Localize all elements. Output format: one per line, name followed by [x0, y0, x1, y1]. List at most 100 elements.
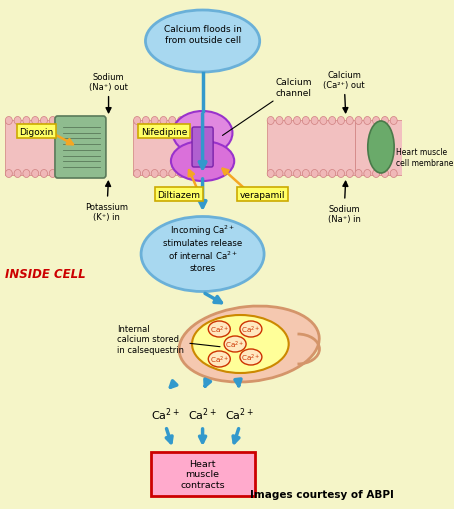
Circle shape: [381, 170, 389, 178]
Circle shape: [67, 117, 74, 125]
FancyBboxPatch shape: [133, 120, 189, 175]
Circle shape: [267, 170, 274, 178]
Text: Ca$^{2+}$: Ca$^{2+}$: [225, 338, 245, 350]
Circle shape: [390, 170, 397, 178]
FancyBboxPatch shape: [192, 128, 213, 167]
Ellipse shape: [141, 217, 264, 292]
Circle shape: [178, 117, 185, 125]
Circle shape: [276, 170, 283, 178]
Ellipse shape: [368, 122, 394, 174]
Text: Nifedipine: Nifedipine: [141, 127, 187, 136]
Ellipse shape: [224, 336, 246, 352]
FancyBboxPatch shape: [355, 120, 402, 175]
Circle shape: [133, 170, 141, 178]
Circle shape: [143, 170, 149, 178]
Ellipse shape: [240, 321, 262, 337]
Circle shape: [320, 117, 327, 125]
Circle shape: [32, 117, 39, 125]
Circle shape: [160, 117, 167, 125]
Ellipse shape: [240, 349, 262, 365]
Circle shape: [40, 117, 48, 125]
Text: Ca$^{2+}$: Ca$^{2+}$: [151, 406, 180, 422]
Text: Diltiazem: Diltiazem: [158, 190, 200, 199]
Circle shape: [346, 170, 353, 178]
Circle shape: [355, 170, 362, 178]
Text: Heart muscle
cell membrane: Heart muscle cell membrane: [396, 148, 453, 167]
Text: Heart
muscle
contracts: Heart muscle contracts: [180, 459, 225, 489]
Text: Calcium
channel: Calcium channel: [222, 78, 312, 136]
Circle shape: [160, 170, 167, 178]
Ellipse shape: [145, 11, 260, 73]
FancyBboxPatch shape: [151, 452, 255, 496]
Circle shape: [285, 117, 292, 125]
Circle shape: [169, 170, 176, 178]
Circle shape: [381, 117, 389, 125]
Ellipse shape: [173, 112, 232, 156]
Ellipse shape: [208, 321, 230, 337]
Ellipse shape: [179, 306, 319, 382]
Text: Digoxin: Digoxin: [20, 127, 54, 136]
Circle shape: [58, 170, 65, 178]
FancyBboxPatch shape: [55, 117, 106, 179]
Text: Potassium
(K⁺) in: Potassium (K⁺) in: [85, 182, 128, 221]
Circle shape: [390, 117, 397, 125]
Circle shape: [294, 117, 301, 125]
Circle shape: [346, 117, 353, 125]
Circle shape: [5, 117, 12, 125]
Circle shape: [58, 117, 65, 125]
Circle shape: [23, 170, 30, 178]
Circle shape: [373, 170, 380, 178]
Text: Calcium
(Ca²⁺) out: Calcium (Ca²⁺) out: [323, 70, 365, 114]
Text: Internal
calcium stored
in calsequestrin: Internal calcium stored in calsequestrin: [117, 324, 220, 354]
Circle shape: [5, 170, 12, 178]
Circle shape: [311, 170, 318, 178]
Circle shape: [337, 117, 345, 125]
Circle shape: [143, 117, 149, 125]
Circle shape: [151, 170, 158, 178]
Text: verapamil: verapamil: [240, 190, 285, 199]
Text: Sodium
(Na⁺) out: Sodium (Na⁺) out: [89, 72, 128, 114]
Text: Ca$^{2+}$: Ca$^{2+}$: [188, 406, 217, 422]
Circle shape: [169, 117, 176, 125]
Circle shape: [14, 170, 21, 178]
Circle shape: [320, 170, 327, 178]
Text: Sodium
(Na⁺) in: Sodium (Na⁺) in: [328, 182, 360, 223]
Circle shape: [276, 117, 283, 125]
Circle shape: [302, 170, 309, 178]
Text: Ca$^{2+}$: Ca$^{2+}$: [241, 352, 261, 363]
Circle shape: [364, 170, 371, 178]
Circle shape: [364, 117, 371, 125]
FancyBboxPatch shape: [267, 120, 355, 175]
Circle shape: [67, 170, 74, 178]
Circle shape: [49, 170, 56, 178]
Circle shape: [14, 117, 21, 125]
Circle shape: [373, 117, 380, 125]
Text: Ca$^{2+}$: Ca$^{2+}$: [210, 324, 229, 335]
Ellipse shape: [171, 142, 234, 182]
Circle shape: [355, 117, 362, 125]
Circle shape: [40, 170, 48, 178]
Circle shape: [294, 170, 301, 178]
Text: INSIDE CELL: INSIDE CELL: [5, 268, 86, 281]
Circle shape: [302, 117, 309, 125]
Circle shape: [32, 170, 39, 178]
Circle shape: [151, 117, 158, 125]
Circle shape: [329, 117, 336, 125]
Text: Ca$^{2+}$: Ca$^{2+}$: [210, 354, 229, 365]
Circle shape: [337, 170, 345, 178]
Circle shape: [285, 170, 292, 178]
Text: Ca$^{2+}$: Ca$^{2+}$: [225, 406, 254, 422]
Circle shape: [329, 170, 336, 178]
Text: Incoming Ca$^{2+}$
stimulates release
of internal Ca$^{2+}$
stores: Incoming Ca$^{2+}$ stimulates release of…: [163, 223, 242, 272]
Circle shape: [133, 117, 141, 125]
Text: Ca$^{2+}$: Ca$^{2+}$: [241, 324, 261, 335]
FancyBboxPatch shape: [5, 120, 75, 175]
Circle shape: [23, 117, 30, 125]
Ellipse shape: [208, 351, 230, 367]
Text: Images courtesy of ABPI: Images courtesy of ABPI: [250, 489, 394, 499]
Text: Calcium floods in
from outside cell: Calcium floods in from outside cell: [163, 25, 242, 45]
Circle shape: [311, 117, 318, 125]
Circle shape: [267, 117, 274, 125]
Circle shape: [178, 170, 185, 178]
Circle shape: [49, 117, 56, 125]
